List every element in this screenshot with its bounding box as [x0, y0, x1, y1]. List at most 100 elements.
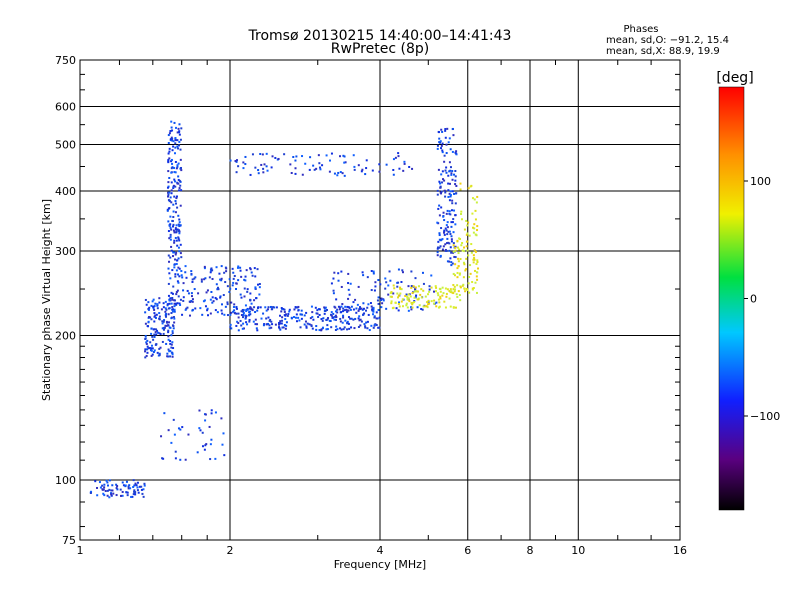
data-point — [147, 320, 150, 323]
data-point — [330, 314, 333, 317]
data-point — [404, 294, 407, 297]
data-point — [382, 298, 385, 301]
legend-o-mode-stats: mean, sd,O: −91.2, 15.4 — [606, 35, 729, 46]
data-point — [148, 316, 151, 319]
data-point — [158, 312, 161, 315]
data-point — [449, 166, 452, 169]
data-point — [437, 294, 440, 297]
data-point — [150, 344, 153, 347]
data-point — [167, 348, 170, 351]
data-point — [167, 207, 170, 210]
data-point — [462, 261, 465, 264]
data-point — [358, 319, 361, 322]
data-point — [187, 292, 190, 295]
data-point — [444, 169, 447, 172]
data-point — [368, 329, 371, 332]
data-point — [353, 327, 356, 330]
data-point — [353, 165, 356, 168]
data-point — [167, 329, 170, 332]
data-point — [170, 228, 173, 231]
data-point — [436, 221, 439, 224]
data-point — [322, 317, 325, 320]
colorbar — [718, 86, 745, 511]
data-point — [206, 309, 209, 312]
data-point — [475, 234, 478, 237]
data-point — [294, 306, 297, 309]
data-point — [155, 333, 158, 336]
data-point — [473, 227, 476, 230]
data-point — [476, 259, 479, 262]
data-point — [427, 293, 430, 296]
data-point — [451, 170, 454, 173]
data-point — [452, 272, 455, 275]
data-point — [169, 350, 172, 353]
data-point — [336, 308, 339, 311]
data-point — [414, 296, 417, 299]
data-point — [449, 169, 452, 172]
data-point — [170, 302, 173, 305]
data-point — [179, 304, 182, 307]
data-point — [392, 158, 395, 161]
data-point — [451, 221, 454, 224]
data-point — [343, 155, 346, 158]
data-point — [396, 296, 399, 299]
data-point — [450, 238, 453, 241]
data-point — [441, 286, 444, 289]
data-point — [436, 147, 439, 150]
data-point — [174, 236, 177, 239]
data-point — [372, 309, 375, 312]
data-point — [461, 242, 464, 245]
data-point — [441, 130, 444, 133]
data-point — [242, 167, 245, 170]
data-point — [132, 486, 135, 489]
data-point — [450, 225, 453, 228]
data-point — [449, 246, 452, 249]
data-point — [325, 318, 328, 321]
data-point — [167, 338, 170, 341]
data-point — [244, 316, 247, 319]
data-point — [449, 195, 452, 198]
data-point — [378, 316, 381, 319]
data-point — [209, 458, 212, 461]
data-point — [345, 308, 348, 311]
data-point — [179, 458, 182, 461]
data-point — [457, 257, 460, 260]
data-point — [456, 284, 459, 287]
data-point — [186, 289, 189, 292]
data-point — [188, 300, 191, 303]
data-point — [103, 494, 106, 497]
data-point — [385, 163, 388, 166]
data-point — [134, 491, 137, 494]
data-point — [289, 163, 292, 166]
data-point — [454, 245, 457, 248]
data-point — [168, 157, 171, 160]
data-point — [371, 169, 374, 172]
data-point — [167, 220, 170, 223]
data-point — [229, 323, 232, 326]
data-point — [172, 327, 175, 330]
data-point — [169, 340, 172, 343]
data-point — [242, 312, 245, 315]
data-point — [154, 343, 157, 346]
data-point — [365, 167, 368, 170]
data-point — [436, 292, 439, 295]
data-point — [414, 288, 417, 291]
x-tick-label: 6 — [464, 544, 471, 557]
data-point — [229, 326, 232, 329]
data-point — [235, 306, 238, 309]
data-point — [218, 272, 221, 275]
data-point — [168, 299, 171, 302]
data-point — [160, 308, 163, 311]
data-point — [321, 319, 324, 322]
data-point — [437, 298, 440, 301]
data-point — [468, 291, 471, 294]
data-point — [462, 283, 465, 286]
data-point — [414, 277, 417, 280]
data-point — [231, 284, 234, 287]
data-point — [110, 489, 113, 492]
data-point — [173, 166, 176, 169]
data-point — [168, 302, 171, 305]
data-point — [228, 290, 231, 293]
data-point — [436, 247, 439, 250]
data-point — [301, 155, 304, 158]
